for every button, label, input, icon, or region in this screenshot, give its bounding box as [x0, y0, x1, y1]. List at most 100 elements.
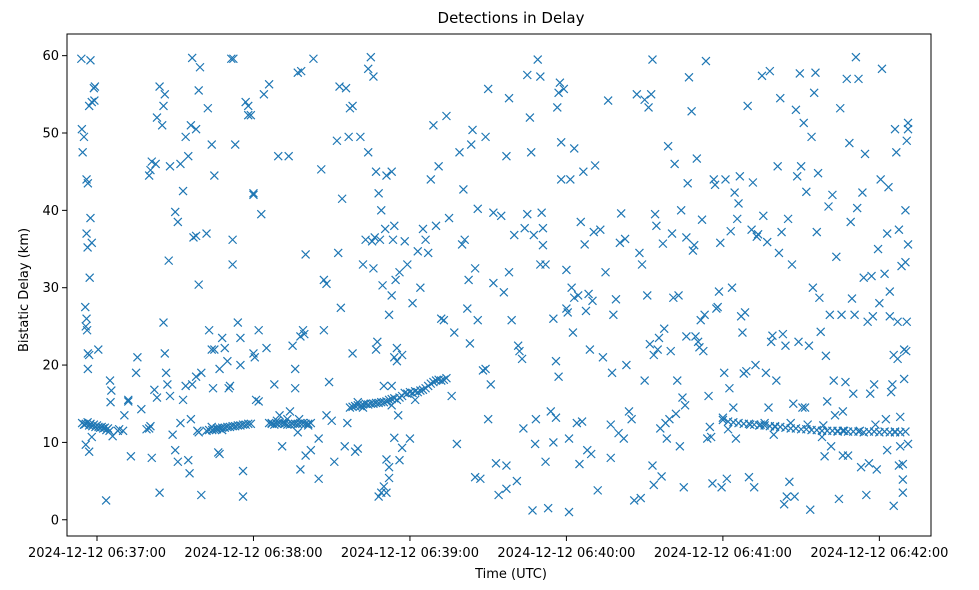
- data-point: [864, 458, 874, 468]
- data-point: [366, 52, 376, 62]
- data-point: [410, 395, 420, 405]
- data-point: [176, 159, 185, 169]
- data-point: [358, 403, 368, 413]
- data-point: [876, 174, 886, 184]
- data-point: [434, 161, 444, 171]
- data-point: [799, 118, 809, 128]
- data-point: [208, 383, 218, 393]
- data-point: [452, 439, 462, 449]
- data-point: [384, 462, 394, 472]
- data-point: [185, 468, 194, 478]
- data-point: [722, 474, 732, 484]
- data-point: [408, 298, 417, 308]
- data-point: [439, 315, 449, 325]
- data-point: [473, 204, 483, 214]
- data-point: [882, 229, 892, 238]
- data-point: [723, 424, 733, 434]
- data-point: [762, 237, 772, 247]
- data-point: [363, 147, 373, 157]
- data-point: [348, 101, 357, 111]
- data-point: [715, 238, 725, 248]
- data-point: [651, 221, 661, 231]
- data-point: [796, 161, 806, 171]
- data-point: [136, 404, 146, 414]
- data-point: [391, 275, 401, 285]
- data-point: [829, 376, 839, 385]
- data-point: [157, 120, 167, 130]
- chart-title: Detections in Delay: [438, 9, 585, 27]
- data-point: [355, 132, 365, 142]
- data-point: [389, 221, 399, 231]
- data-point: [827, 190, 837, 200]
- data-point: [535, 72, 545, 81]
- data-point: [801, 187, 811, 197]
- data-point: [901, 205, 910, 215]
- data-point: [207, 140, 217, 150]
- data-point: [428, 120, 438, 130]
- data-point: [348, 349, 357, 358]
- data-point: [700, 310, 710, 320]
- data-point: [87, 97, 97, 107]
- data-point: [674, 291, 683, 300]
- data-point: [319, 275, 329, 285]
- data-point: [658, 239, 668, 249]
- data-point: [837, 310, 846, 320]
- data-point: [249, 190, 258, 200]
- data-point: [392, 356, 402, 366]
- data-point: [82, 229, 91, 238]
- data-point: [580, 239, 590, 249]
- data-point: [744, 472, 754, 482]
- data-point: [80, 302, 90, 312]
- data-point: [813, 168, 823, 178]
- data-point: [894, 461, 904, 471]
- data-point: [355, 401, 365, 411]
- data-point: [598, 352, 608, 362]
- data-point: [528, 506, 537, 515]
- data-point: [382, 396, 391, 406]
- data-point: [818, 420, 828, 430]
- data-point: [123, 396, 133, 406]
- data-point: [273, 151, 283, 161]
- data-point: [758, 211, 768, 221]
- data-point: [183, 151, 193, 161]
- data-point: [387, 291, 397, 300]
- data-point: [606, 453, 616, 463]
- data-point: [561, 265, 571, 275]
- y-tick-label: 10: [42, 436, 59, 451]
- x-tick-label: 2024-12-12 06:40:00: [497, 546, 635, 561]
- data-point: [392, 343, 402, 353]
- data-point: [341, 83, 351, 93]
- data-point: [397, 443, 407, 453]
- data-point: [327, 416, 337, 426]
- data-point: [254, 325, 264, 335]
- data-point: [569, 293, 579, 303]
- data-point: [483, 414, 493, 424]
- data-point: [187, 53, 197, 63]
- data-point: [236, 333, 245, 343]
- data-point: [371, 345, 381, 355]
- data-point: [228, 235, 238, 245]
- data-point: [821, 351, 831, 361]
- data-point: [838, 407, 848, 416]
- data-point: [387, 167, 397, 177]
- data-point: [259, 89, 269, 99]
- data-point: [903, 239, 913, 249]
- data-point: [340, 441, 350, 451]
- data-point: [724, 383, 734, 393]
- data-point: [889, 501, 899, 511]
- data-point: [83, 364, 93, 374]
- data-point: [187, 379, 197, 389]
- data-point: [812, 227, 822, 237]
- data-point: [207, 425, 217, 435]
- data-point: [277, 441, 287, 451]
- data-point: [233, 318, 243, 327]
- data-point: [822, 396, 832, 406]
- data-point: [706, 432, 716, 442]
- data-point: [303, 419, 313, 429]
- data-point: [444, 213, 454, 223]
- data-point: [367, 236, 377, 246]
- data-point: [382, 488, 391, 498]
- data-point: [675, 441, 685, 451]
- data-point: [353, 444, 363, 454]
- data-point: [520, 223, 530, 233]
